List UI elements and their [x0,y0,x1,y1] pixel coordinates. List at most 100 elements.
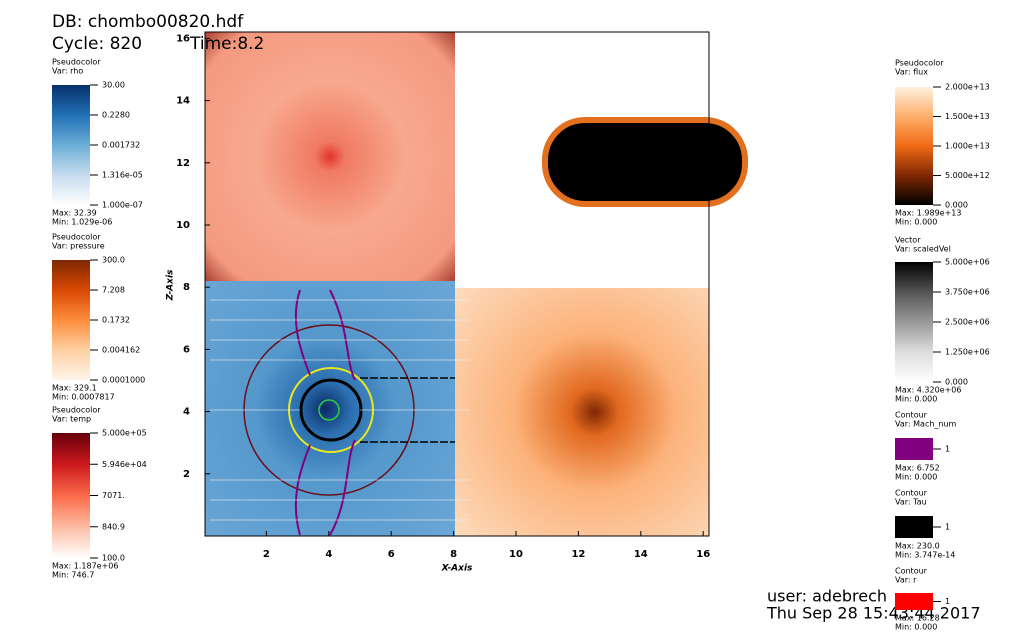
legend-max: Max: 329.1 [52,384,97,393]
legend-tick-label: 7.208 [102,286,125,295]
x-tick-label: 4 [325,549,332,560]
legend-tick-label: 0.000 [945,201,968,210]
time-label: Time:8.2 [189,34,264,54]
legend-tick-label: 1.500e+13 [945,112,990,121]
legend-tick-label: 1 [945,445,950,454]
y-tick-label: 14 [176,96,190,107]
legend-tick-label: 840.9 [102,522,125,531]
legend-tick-label: 5.000e+06 [945,258,990,267]
flux-beam [542,117,748,207]
temp-field [205,281,455,536]
y-axis-label: Z-Axis [166,269,176,301]
x-tick-label: 14 [634,549,648,560]
x-tick-label: 10 [509,549,523,560]
date-label: Thu Sep 28 15:43:44 2017 [766,604,981,623]
legend-tick-label: 0.000 [945,378,968,387]
legend-bar [895,516,933,538]
legend-tick-label: 1.250e+06 [945,348,990,357]
legend-tick-label: 5.000e+05 [102,429,147,438]
legend-max: Max: 230.0 [895,542,940,551]
legend-bar [895,262,933,382]
y-tick-label: 2 [183,469,190,480]
x-tick-label: 12 [571,549,585,560]
legend-tick-label: 30.00 [102,81,125,90]
legend-max: Max: 1.187e+06 [52,562,118,571]
legend-tick-label: 0.001732 [102,141,140,150]
legend-min: Min: 0.000 [895,473,937,482]
legend-tick-label: 7071. [102,491,125,500]
legend-tick-label: 0.2280 [102,111,130,120]
legend-var: Var: temp [52,415,91,424]
legend-plot: Contour [895,567,928,576]
legend-tick-label: 100.0 [102,554,125,563]
legend-var: Var: rho [52,67,83,76]
legend-var: Var: pressure [52,242,105,251]
x-axis-label: X-Axis [441,564,473,574]
legend-var: Var: Tau [895,498,927,507]
y-tick-label: 12 [176,158,190,169]
x-tick-label: 2 [263,549,270,560]
legend-min: Min: 0.000 [895,623,937,632]
legend-plot: Pseudocolor [52,406,101,415]
x-tick-label: 6 [388,549,395,560]
x-tick-label: 16 [696,549,710,560]
legend-min: Min: 0.0007817 [52,393,115,402]
legend-max: Max: 6.752 [895,464,940,473]
legend-max: Max: 32.39 [52,209,97,218]
legend-var: Var: flux [895,68,928,77]
legend-tick-label: 3.750e+06 [945,288,990,297]
legend-tick-label: 1.316e-05 [102,171,143,180]
legend-plot: Contour [895,489,928,498]
y-tick-label: 8 [183,282,190,293]
legend-min: Min: 746.7 [52,571,94,580]
legend-max: Max: 4.320e+06 [895,386,961,395]
legend-bar [52,433,90,558]
legend-plot: Pseudocolor [895,59,944,68]
legend-max: Max: 1.989e+13 [895,209,961,218]
legend-tick-label: 0.0001000 [102,376,145,385]
legend-min: Min: 0.000 [895,218,937,227]
y-tick-label: 6 [183,344,190,355]
legend-tick-label: 0.004162 [102,346,140,355]
vectors [210,299,470,521]
x-tick-label: 8 [450,549,457,560]
y-tick-label: 16 [176,33,190,44]
legend-plot: Vector [895,236,921,245]
cycle-label: Cycle: 820 [52,34,142,54]
legend-var: Var: r [895,576,917,585]
legend-min: Min: 0.000 [895,395,937,404]
legend-var: Var: scaledVel [895,245,951,254]
legend-bar [895,438,933,460]
legend-var: Var: Mach_num [895,420,957,429]
legend-tick-label: 5.946e+04 [102,460,147,469]
legend-plot: Contour [895,411,928,420]
legend-tick-label: 1.000e-07 [102,201,143,210]
db-label: DB: chombo00820.hdf [52,12,244,32]
legend-bar [52,260,90,380]
legend-tick-label: 1 [945,523,950,532]
plot-area [204,31,748,537]
legend-bar [52,85,90,205]
y-tick-label: 4 [183,407,190,418]
legend-tick-label: 300.0 [102,256,125,265]
legend-bar [895,87,933,205]
legend-tick-label: 1 [945,597,950,606]
plot-frame [204,31,710,537]
legend-tick-label: 5.000e+12 [945,171,990,180]
y-tick-label: 10 [176,220,190,231]
pressure-field [455,288,709,536]
rho-field [205,32,455,281]
legend-bar [895,593,933,610]
legend-tick-label: 2.000e+13 [945,83,990,92]
legend-tick-label: 1.000e+13 [945,142,990,151]
legend-tick-label: 2.500e+06 [945,318,990,327]
